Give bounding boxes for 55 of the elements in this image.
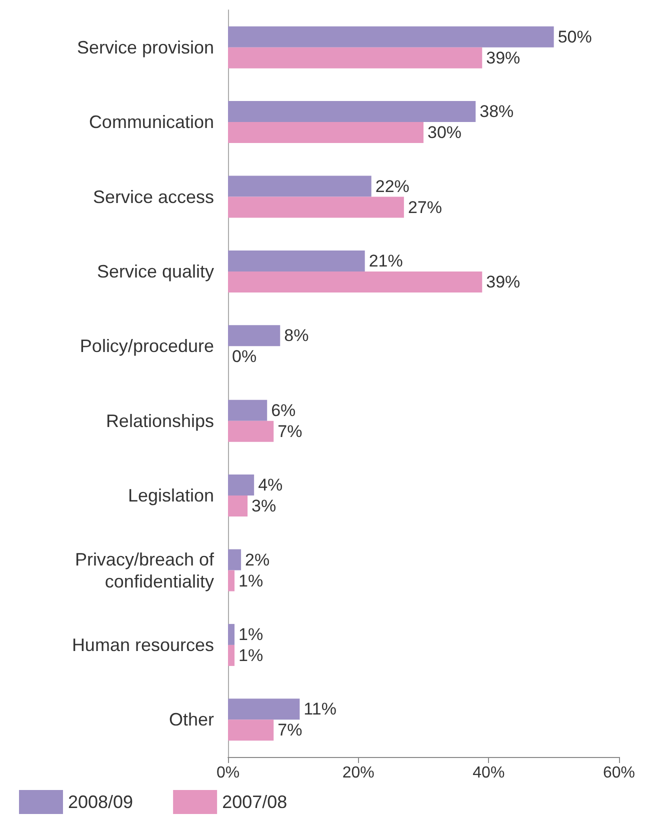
data-label: 7% [278,720,302,740]
y-tick-label: Service provision [76,37,214,58]
bar [228,47,482,68]
y-tick-label: Other [168,710,214,730]
y-tick-label: Privacy/breach of confidentiality [74,549,215,592]
data-label: 1% [238,624,264,644]
x-tick-label: 40% [472,764,505,782]
bar [228,250,365,272]
data-label: 0% [232,347,257,366]
bar [228,698,300,720]
data-label: 39% [486,48,520,68]
y-tick-label: Service access [92,186,214,207]
bar [228,496,248,517]
bar [228,176,372,197]
data-label: 27% [408,198,442,217]
y-tick-label: Communication [88,112,214,132]
bar [228,101,476,122]
y-tick-label: Legislation [128,486,214,506]
data-label: 8% [284,326,309,346]
data-label: 30% [428,123,462,142]
bar [228,271,482,292]
y-tick-label: Policy/procedure [80,336,214,356]
bar [228,420,274,442]
y-tick-label: Relationships [106,410,214,431]
data-label: 22% [375,176,410,196]
bar [228,570,235,592]
bar [228,122,424,144]
bar [228,549,242,570]
data-label: 4% [258,476,283,495]
data-label: 21% [368,251,403,270]
x-tick-label: 20% [342,764,374,782]
data-label: 1% [238,646,264,665]
bar [228,644,235,666]
bar [228,474,254,496]
legend-label: 2007/08 [222,792,288,812]
data-label: 38% [480,102,514,122]
data-label: 1% [238,571,264,590]
data-label: 6% [271,400,296,420]
data-label: 50% [558,27,592,46]
bar [228,26,554,48]
bar [228,400,268,421]
bar [228,196,404,218]
bar [228,624,235,645]
data-label: 7% [278,422,302,441]
y-tick-label: Service quality [96,261,214,282]
bar [228,720,274,741]
data-label: 2% [245,550,270,570]
x-tick-label: 0% [216,764,240,782]
data-label: 39% [486,272,520,292]
legend-label: 2008/09 [68,792,134,812]
x-tick-label: 60% [602,764,636,782]
bar [228,325,280,346]
data-label: 3% [252,496,276,516]
y-tick-label: Human resources [72,634,214,655]
data-label: 11% [304,700,336,719]
